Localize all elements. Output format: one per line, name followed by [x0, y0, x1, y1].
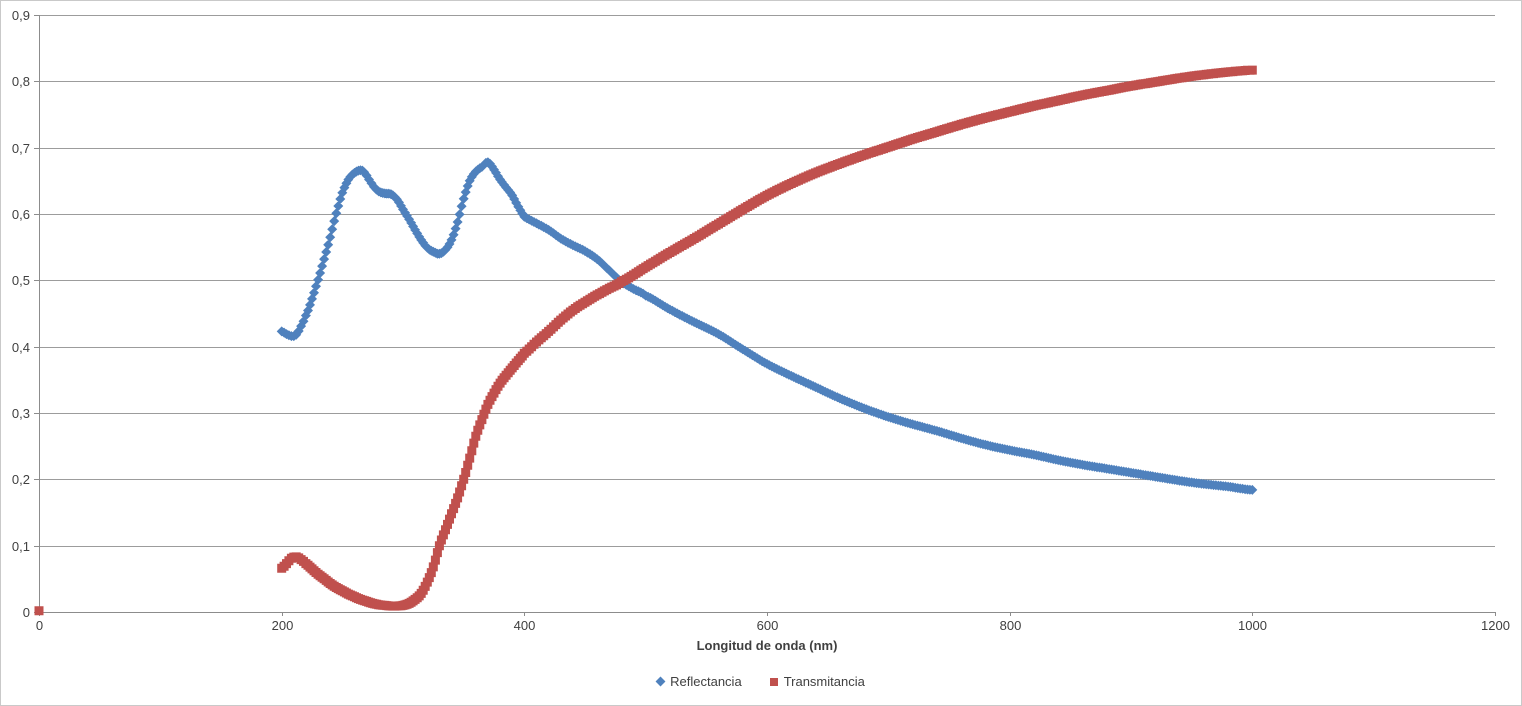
x-ticks: 0 200 400 600 800 1000 1200 [36, 612, 1510, 633]
x-tick-label: 400 [514, 618, 536, 633]
y-tick-label: 0,3 [12, 406, 30, 421]
y-tick-label: 0,1 [12, 539, 30, 554]
legend: Reflectancia Transmitancia [1, 674, 1521, 689]
diamond-marker-icon [655, 676, 666, 687]
square-marker-icon [769, 677, 778, 686]
legend-item-reflectancia: Reflectancia [655, 674, 742, 689]
y-tick-label: 0,4 [12, 340, 30, 355]
y-tick-label: 0 [23, 605, 30, 620]
legend-item-transmitancia: Transmitancia [769, 674, 865, 689]
y-tick-label: 0,2 [12, 472, 30, 487]
y-gridlines: 0 0,1 0,2 0,3 0,4 0,5 0,6 0,7 0,8 0,9 [12, 8, 1495, 620]
y-tick-label: 0,9 [12, 8, 30, 23]
x-tick-label: 0 [36, 618, 43, 633]
x-tick-label: 1200 [1481, 618, 1510, 633]
legend-label-reflectancia: Reflectancia [670, 674, 742, 689]
x-tick-label: 600 [757, 618, 779, 633]
y-tick-label: 0,7 [12, 141, 30, 156]
y-tick-label: 0,6 [12, 207, 30, 222]
series-reflectancia-markers [276, 157, 1258, 495]
y-tick-label: 0,8 [12, 74, 30, 89]
y-tick-label: 0,5 [12, 273, 30, 288]
x-tick-label: 800 [1000, 618, 1022, 633]
legend-label-transmitancia: Transmitancia [783, 674, 865, 689]
x-tick-label: 1000 [1238, 618, 1267, 633]
x-axis-title: Longitud de onda (nm) [696, 638, 838, 653]
x-tick-label: 200 [272, 618, 294, 633]
